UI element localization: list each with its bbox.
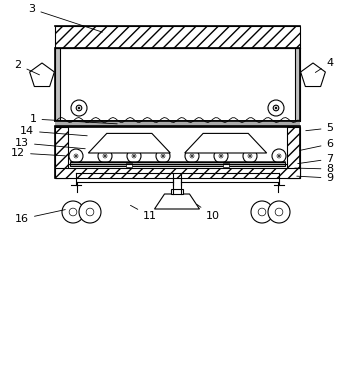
Bar — [70, 162, 285, 166]
Circle shape — [132, 154, 136, 158]
Circle shape — [190, 154, 194, 158]
Polygon shape — [185, 134, 267, 153]
Circle shape — [268, 201, 290, 223]
Bar — [287, 127, 300, 178]
Circle shape — [243, 149, 257, 163]
Circle shape — [275, 208, 283, 216]
Text: 13: 13 — [15, 138, 85, 149]
Bar — [171, 189, 183, 194]
Text: 5: 5 — [306, 123, 333, 133]
Circle shape — [133, 155, 135, 157]
Circle shape — [98, 149, 112, 163]
Circle shape — [71, 100, 87, 116]
Text: 4: 4 — [315, 58, 333, 72]
Circle shape — [191, 155, 193, 157]
Circle shape — [249, 155, 251, 157]
Circle shape — [104, 155, 106, 157]
Circle shape — [86, 208, 94, 216]
Text: 9: 9 — [297, 173, 333, 183]
Circle shape — [162, 155, 164, 157]
Circle shape — [74, 154, 78, 158]
Polygon shape — [154, 194, 200, 209]
Text: 6: 6 — [300, 139, 333, 150]
Polygon shape — [29, 63, 54, 86]
Circle shape — [278, 155, 280, 157]
Circle shape — [62, 201, 84, 223]
Bar — [295, 48, 300, 121]
Text: 3: 3 — [28, 4, 102, 32]
Circle shape — [258, 208, 266, 216]
Circle shape — [161, 154, 165, 158]
Polygon shape — [301, 63, 325, 86]
Circle shape — [103, 154, 107, 158]
Text: 11: 11 — [130, 205, 157, 221]
Circle shape — [156, 149, 170, 163]
Text: 7: 7 — [298, 154, 333, 164]
Circle shape — [127, 149, 141, 163]
Circle shape — [220, 155, 222, 157]
Bar — [55, 121, 300, 126]
Circle shape — [69, 208, 77, 216]
Circle shape — [79, 201, 101, 223]
Bar — [126, 163, 132, 167]
Bar — [55, 48, 300, 121]
Text: 16: 16 — [15, 210, 65, 224]
Text: 1: 1 — [29, 114, 117, 124]
Polygon shape — [88, 134, 170, 153]
Text: 10: 10 — [197, 205, 220, 221]
Circle shape — [75, 155, 77, 157]
Bar — [55, 26, 300, 48]
Circle shape — [248, 154, 252, 158]
Circle shape — [185, 149, 199, 163]
Circle shape — [219, 154, 223, 158]
Circle shape — [78, 107, 80, 109]
Bar — [55, 168, 300, 178]
Bar — [223, 163, 229, 167]
Text: 14: 14 — [20, 126, 87, 136]
Circle shape — [214, 149, 228, 163]
Text: 12: 12 — [11, 148, 65, 158]
Text: 8: 8 — [295, 164, 333, 174]
Text: 2: 2 — [15, 60, 40, 75]
Circle shape — [76, 105, 82, 111]
Circle shape — [251, 201, 273, 223]
Bar — [55, 127, 68, 178]
Circle shape — [273, 105, 279, 111]
Bar — [55, 127, 300, 178]
Circle shape — [275, 107, 277, 109]
Circle shape — [272, 149, 286, 163]
Circle shape — [268, 100, 284, 116]
Circle shape — [277, 154, 281, 158]
Bar — [55, 48, 60, 121]
Circle shape — [69, 149, 83, 163]
